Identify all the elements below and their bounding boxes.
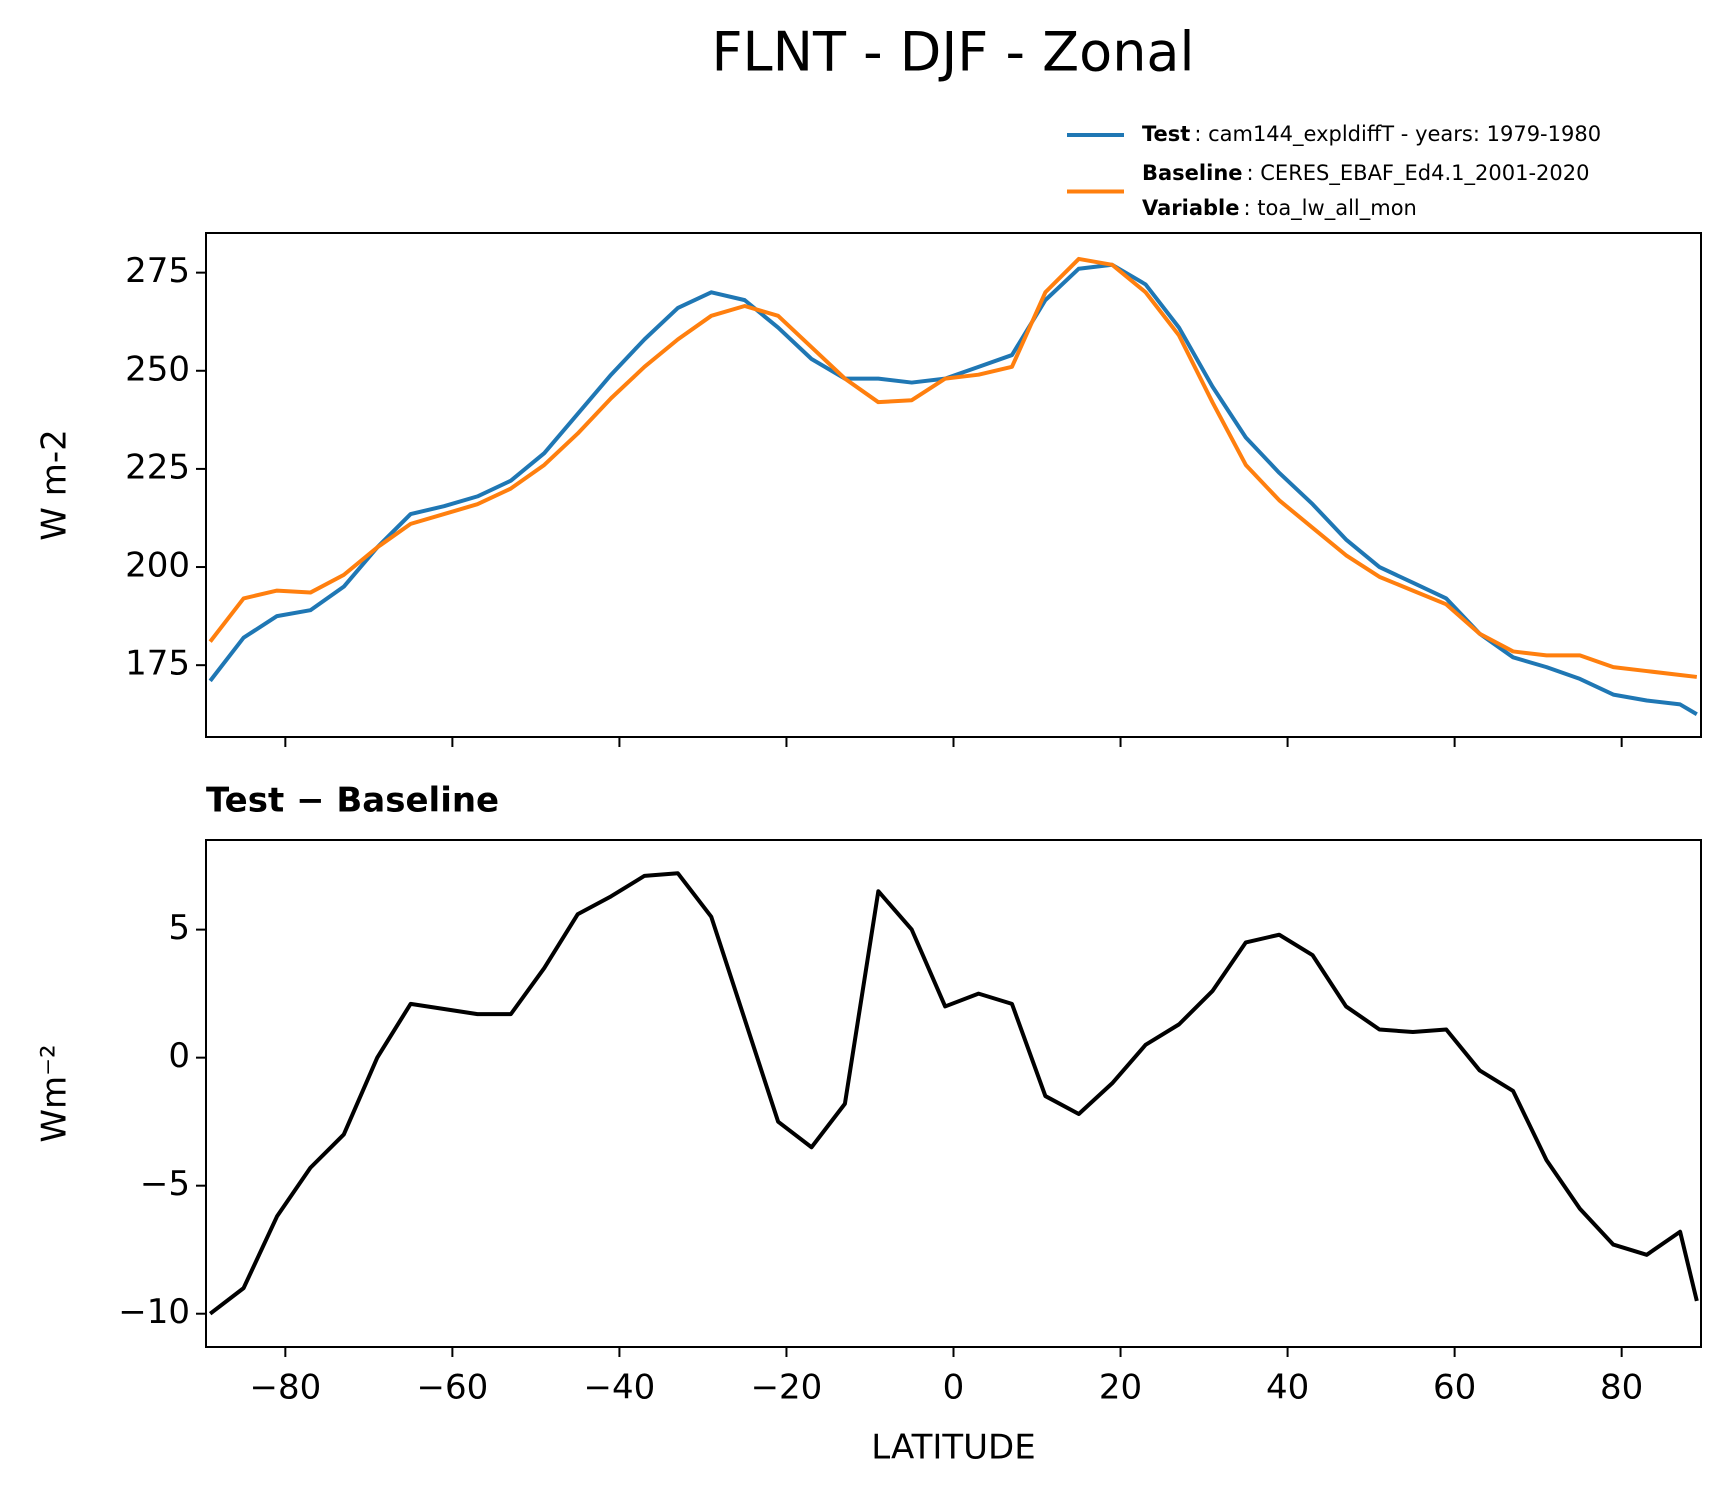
y-tick-label: 275 [125, 251, 190, 291]
x-tick-label: 0 [943, 1368, 965, 1408]
x-tick-label: 60 [1433, 1368, 1476, 1408]
y-axis-label: W m-2 [35, 429, 75, 540]
y-axis-label: Wm⁻² [35, 1044, 75, 1142]
axes-title: Test − Baseline [206, 781, 499, 821]
legend-detail: : toa_lw_all_mon [1243, 196, 1416, 221]
y-tick-label: 5 [168, 908, 190, 948]
x-axis-label: LATITUDE [871, 1428, 1035, 1468]
x-tick-label: −20 [751, 1368, 823, 1408]
x-tick-label: −80 [249, 1368, 321, 1408]
series-line [208, 262, 1698, 716]
legend-name: Baseline [1142, 161, 1243, 185]
axes-frame [205, 839, 1702, 1348]
x-tick-label: 40 [1266, 1368, 1309, 1408]
x-tick-label: 20 [1099, 1368, 1142, 1408]
axes-frame [205, 232, 1702, 738]
series-line [208, 256, 1698, 679]
legend-text: Baseline: CERES_EBAF_Ed4.1_2001-2020 [1142, 161, 1589, 186]
y-tick-label: 225 [125, 447, 190, 487]
legend-name: Variable [1142, 196, 1239, 220]
legend-detail: : CERES_EBAF_Ed4.1_2001-2020 [1247, 161, 1590, 186]
legend-text: Test: cam144_expldiffT - years: 1979-198… [1142, 122, 1601, 147]
x-tick-label: 80 [1600, 1368, 1643, 1408]
x-tick-label: −40 [584, 1368, 656, 1408]
y-tick-label: 0 [168, 1036, 190, 1076]
legend-detail: : cam144_expldiffT - years: 1979-1980 [1194, 122, 1601, 147]
y-tick-label: 250 [125, 349, 190, 389]
y-tick-label: −10 [118, 1292, 190, 1332]
x-tick-label: −60 [416, 1368, 488, 1408]
figure-title: FLNT - DJF - Zonal [711, 21, 1194, 84]
y-tick-label: −5 [140, 1164, 190, 1204]
legend-text: Variable: toa_lw_all_mon [1142, 196, 1417, 221]
legend-name: Test [1142, 122, 1190, 146]
y-tick-label: 175 [125, 644, 190, 684]
series-line [208, 871, 1699, 1316]
y-tick-label: 200 [125, 546, 190, 586]
